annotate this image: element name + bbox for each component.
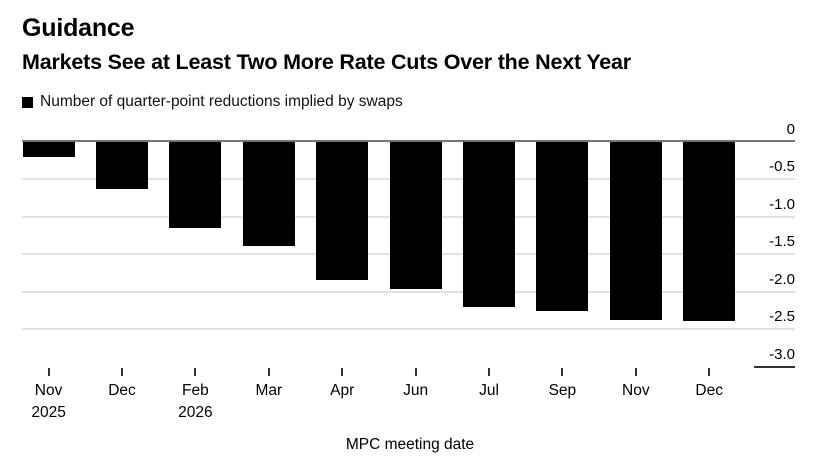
x-tick-label: Feb [182,382,209,399]
x-axis-title: MPC meeting date [345,436,475,453]
bar [609,141,662,320]
x-tick-label: Mar [255,382,283,399]
bar [169,141,222,228]
bar [96,141,148,189]
x-axis-tick [561,368,564,376]
x-axis-tick [47,368,50,376]
gridline [22,328,795,330]
x-tick-year-label: 2026 [178,404,213,421]
x-axis-tick [488,368,490,376]
bar [463,141,515,307]
y-tick-label: -3.0 [769,345,795,363]
bar [683,141,736,321]
x-tick-label: Sep [548,382,577,399]
gridline [22,290,795,293]
x-tick-label: Apr [330,382,355,399]
bar [536,141,589,311]
x-tick-label: Jun [403,382,429,399]
x-tick-label: Dec [108,382,136,399]
legend-label: Number of quarter-point reductions impli… [40,93,403,110]
chart-eyebrow-title: Guidance [22,14,135,42]
bar [22,141,75,158]
bar [316,141,369,280]
x-tick-year-label: 2025 [31,404,66,421]
y-tick-label: 0 [786,120,795,138]
y-tick-label: -0.5 [769,158,795,175]
x-axis-tick [341,368,344,376]
y-tick-label: -1.5 [769,233,795,250]
x-tick-label: Dec [695,382,723,399]
bar [242,141,295,246]
y-tick-label: -1.0 [769,195,795,213]
x-tick-label: Jul [479,382,499,399]
y-tick-label: -2.5 [769,308,795,325]
legend-swatch-icon [22,96,33,108]
x-axis-tick [634,368,637,376]
bar [389,141,442,289]
x-axis-tick [194,368,197,376]
zero-baseline [22,140,795,142]
chart-title: Markets See at Least Two More Rate Cuts … [22,50,631,74]
x-tick-label: Nov [34,382,63,399]
x-axis-tick [267,368,270,376]
x-axis-tick [708,368,711,376]
chart-legend: Number of quarter-point reductions impli… [22,93,403,111]
x-tick-label: Nov [622,382,650,399]
x-axis-tick [414,368,417,376]
x-axis-tick [121,368,123,376]
y-axis-end-dash [754,365,795,368]
y-tick-label: -2.0 [769,270,795,288]
